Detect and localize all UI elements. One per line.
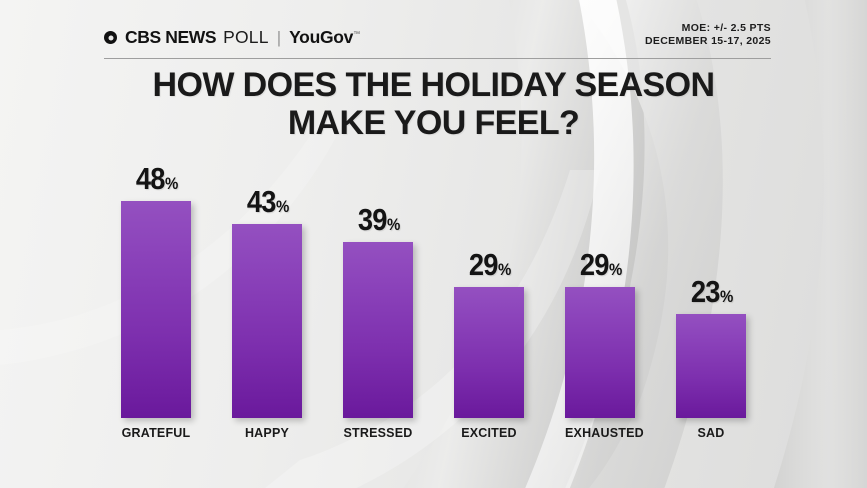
margin-of-error: MOE: +/- 2.5 PTS xyxy=(681,22,771,34)
brand-poll: POLL xyxy=(223,27,269,47)
bar-category-label: GRATEFUL xyxy=(121,426,191,440)
bar-value-label: 43% xyxy=(232,184,302,220)
bar-category-label: HAPPY xyxy=(244,426,290,440)
bar-value-number: 39 xyxy=(358,202,387,237)
bar-value-percent-sign: % xyxy=(164,174,178,193)
bar[interactable] xyxy=(232,224,302,418)
bar-group: 29% EXHAUSTED xyxy=(565,247,644,440)
header-divider xyxy=(104,58,771,59)
bar-value-label: 48% xyxy=(121,161,191,197)
bar-value-label: 39% xyxy=(343,202,413,238)
brand-yougov-text: YouGov xyxy=(289,27,354,47)
bar-group: 29% EXCITED xyxy=(454,247,524,440)
bar-group: 23% SAD xyxy=(676,274,746,440)
trademark-mark: ™ xyxy=(353,31,360,39)
bar-value-number: 48 xyxy=(136,161,165,196)
bar-value-percent-sign: % xyxy=(275,197,289,216)
brand-separator: | xyxy=(276,27,282,47)
bar-value-number: 29 xyxy=(580,247,609,282)
header: CBS NEWS POLL | YouGov™ MOE: +/- 2.5 PTS… xyxy=(0,0,867,62)
poll-meta: MOE: +/- 2.5 PTS DECEMBER 15-17, 2025 xyxy=(645,22,771,49)
bar-value-percent-sign: % xyxy=(719,287,733,306)
bar[interactable] xyxy=(676,314,746,418)
bar-group: 39% STRESSED xyxy=(343,202,413,440)
bar-value-label: 23% xyxy=(676,274,746,310)
bar-value-number: 43 xyxy=(247,184,276,219)
page-title: HOW DOES THE HOLIDAY SEASON MAKE YOU FEE… xyxy=(0,66,867,142)
bar[interactable] xyxy=(121,201,191,418)
bar[interactable] xyxy=(565,287,635,418)
bar-value-label: 29% xyxy=(565,247,635,283)
bar-category-label: EXCITED xyxy=(461,426,517,440)
bar-group: 48% GRATEFUL xyxy=(121,161,191,440)
bar-category-label: SAD xyxy=(697,426,725,440)
bar-group: 43% HAPPY xyxy=(232,184,302,440)
page-title-line-2: MAKE YOU FEEL? xyxy=(287,104,580,143)
page-title-line-1: HOW DOES THE HOLIDAY SEASON xyxy=(152,66,715,104)
bar[interactable] xyxy=(454,287,524,418)
bar-value-percent-sign: % xyxy=(497,260,511,279)
bar-value-percent-sign: % xyxy=(608,260,622,279)
bar-value-number: 29 xyxy=(469,247,498,282)
cbs-eye-icon xyxy=(104,31,117,44)
bar-value-number: 23 xyxy=(691,274,720,309)
brand-cbs-news: CBS NEWS xyxy=(125,27,217,47)
bar-category-label: EXHAUSTED xyxy=(565,426,644,440)
poll-dates: DECEMBER 15-17, 2025 xyxy=(644,35,771,48)
brand-lockup: CBS NEWS POLL | YouGov™ xyxy=(104,27,360,48)
bar-category-label: STRESSED xyxy=(343,426,413,440)
bar[interactable] xyxy=(343,242,413,418)
brand-yougov: YouGov™ xyxy=(289,27,360,48)
bar-value-percent-sign: % xyxy=(386,215,400,234)
bar-value-label: 29% xyxy=(454,247,524,283)
